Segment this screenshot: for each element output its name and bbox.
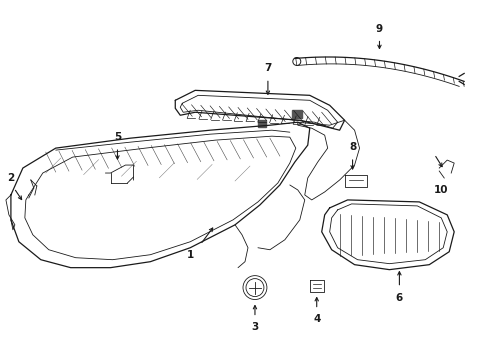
Text: 2: 2: [7, 173, 15, 183]
Bar: [291, 110, 301, 118]
Text: 5: 5: [114, 132, 121, 142]
Text: 10: 10: [433, 185, 447, 195]
Text: 9: 9: [375, 24, 382, 33]
Text: 7: 7: [264, 63, 271, 73]
Text: 6: 6: [395, 293, 402, 302]
Text: 3: 3: [251, 323, 258, 332]
Bar: [258, 120, 265, 127]
Text: 1: 1: [186, 250, 193, 260]
Text: 8: 8: [348, 142, 355, 152]
Text: 4: 4: [312, 314, 320, 324]
